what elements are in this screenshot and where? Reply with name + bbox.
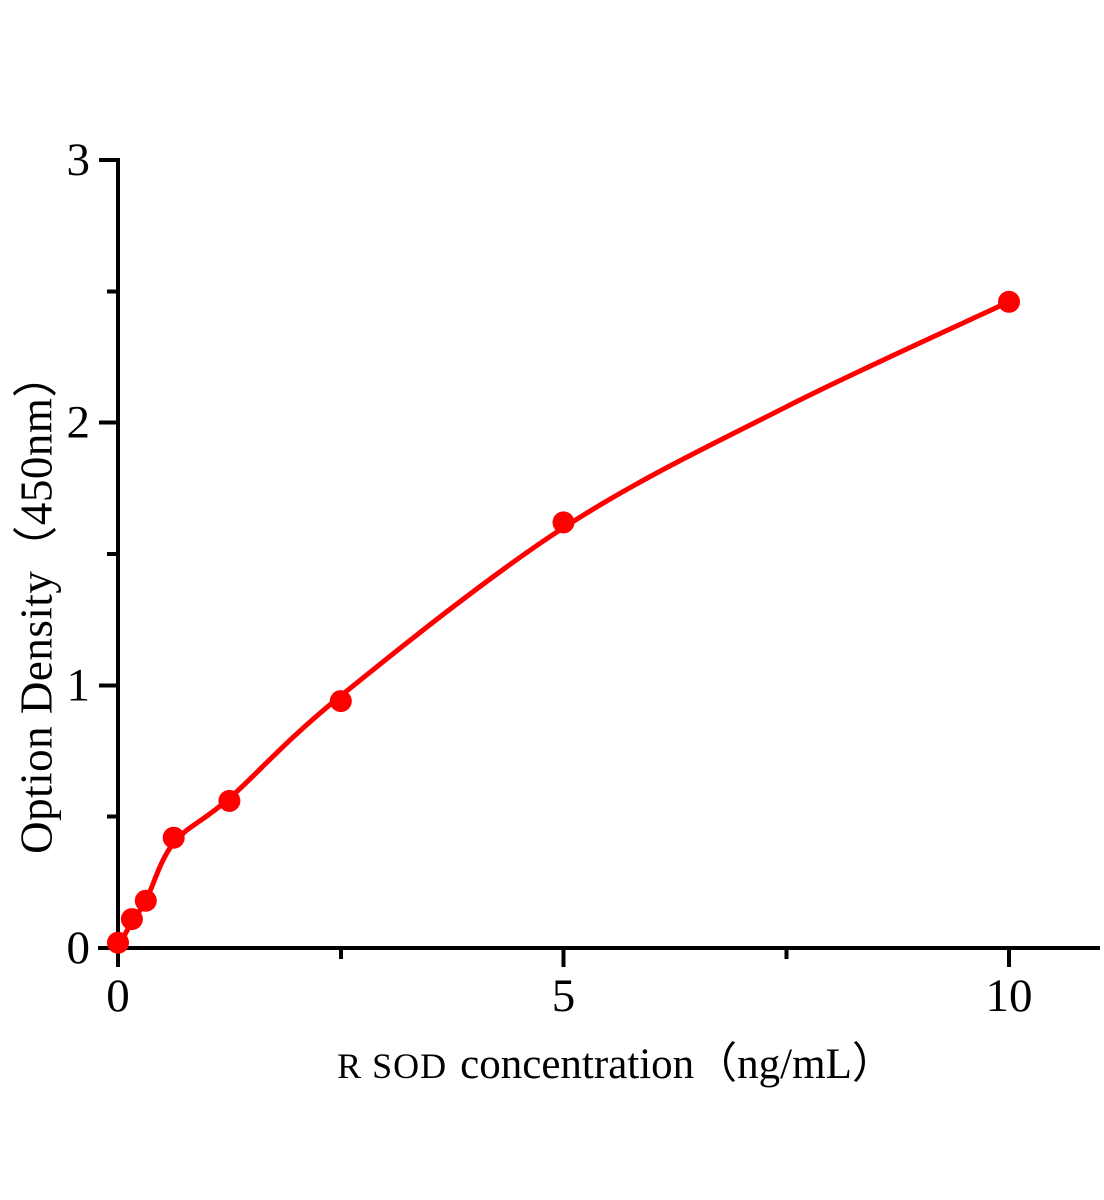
x-axis-title-prefix: R SOD <box>337 1046 448 1086</box>
data-point <box>107 931 129 954</box>
y-tick-label: 0 <box>67 922 91 974</box>
data-point <box>120 908 143 931</box>
data-point <box>998 290 1020 313</box>
data-point <box>552 511 575 534</box>
data-point <box>134 889 157 912</box>
data-point <box>162 826 185 849</box>
x-tick-label: 5 <box>552 970 576 1022</box>
y-tick-label: 3 <box>67 134 91 186</box>
data-point <box>329 690 352 713</box>
fit-curve <box>115 299 1012 951</box>
x-axis-title: R SOD concentration（ng/mL） <box>337 1029 895 1091</box>
x-tick-label: 10 <box>986 970 1033 1022</box>
x-tick-label: 0 <box>106 970 130 1022</box>
y-tick-label: 1 <box>67 659 91 711</box>
x-axis-title-unit: concentration（ng/mL） <box>460 1041 895 1088</box>
y-axis-title: Option Density（450nm） <box>11 352 62 854</box>
y-tick-label: 2 <box>67 397 91 449</box>
data-point <box>218 789 241 812</box>
